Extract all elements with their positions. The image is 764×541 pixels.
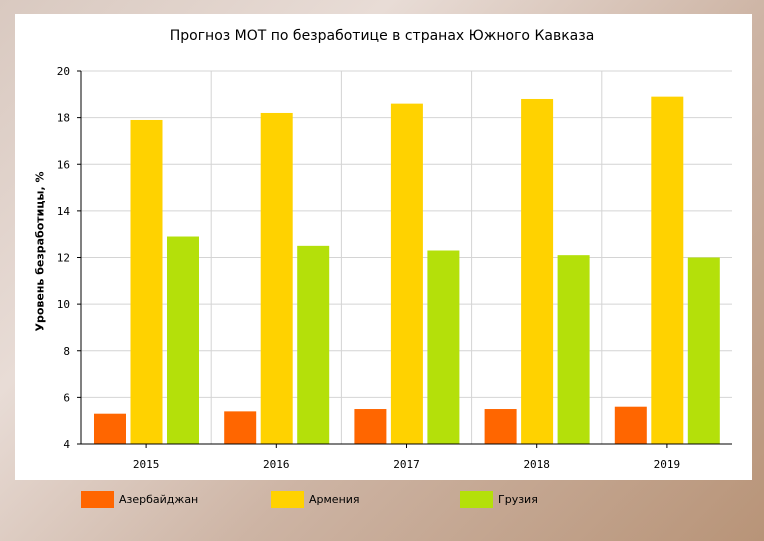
bar-Азербайджан xyxy=(614,406,647,444)
y-tick-label: 8 xyxy=(63,345,70,358)
y-tick-label: 14 xyxy=(57,205,71,218)
y-tick-label: 20 xyxy=(57,65,70,78)
legend-swatch xyxy=(460,491,493,508)
bar-Грузия xyxy=(167,236,199,444)
bar-Армения xyxy=(130,119,163,445)
bar-Азербайджан xyxy=(224,411,257,444)
y-tick-label: 6 xyxy=(63,391,70,404)
legend-label: Грузия xyxy=(498,493,538,506)
chart-title: Прогноз МОТ по безработице в странах Южн… xyxy=(169,28,595,44)
y-tick-label: 10 xyxy=(57,298,70,311)
y-tick-label: 4 xyxy=(63,438,70,451)
x-tick-label: 2017 xyxy=(393,458,420,471)
legend-item: Грузия xyxy=(460,491,538,508)
legend-item: Азербайджан xyxy=(81,491,198,508)
legend-swatch xyxy=(81,491,114,508)
x-tick-label: 2019 xyxy=(654,458,681,471)
bar-Азербайджан xyxy=(94,413,126,444)
bar-Грузия xyxy=(297,245,330,444)
legend-swatch xyxy=(271,491,304,508)
legend-label: Армения xyxy=(309,493,360,506)
bar-Азербайджан xyxy=(484,409,517,444)
legend-item: Армения xyxy=(271,491,360,508)
bar-Армения xyxy=(521,98,554,444)
y-tick-label: 18 xyxy=(57,112,70,125)
bar-Азербайджан xyxy=(354,409,387,444)
bar-Армения xyxy=(390,103,423,444)
y-tick-label: 16 xyxy=(57,158,70,171)
x-tick-label: 2018 xyxy=(523,458,550,471)
bar-Грузия xyxy=(427,250,460,444)
legend-label: Азербайджан xyxy=(119,493,199,506)
x-tick-label: 2015 xyxy=(133,458,160,471)
bar-Армения xyxy=(651,96,684,445)
bar-Грузия xyxy=(687,257,720,444)
x-tick-label: 2016 xyxy=(263,458,290,471)
bar-Армения xyxy=(260,112,293,445)
y-tick-label: 12 xyxy=(57,252,70,265)
bar-Грузия xyxy=(557,255,590,444)
